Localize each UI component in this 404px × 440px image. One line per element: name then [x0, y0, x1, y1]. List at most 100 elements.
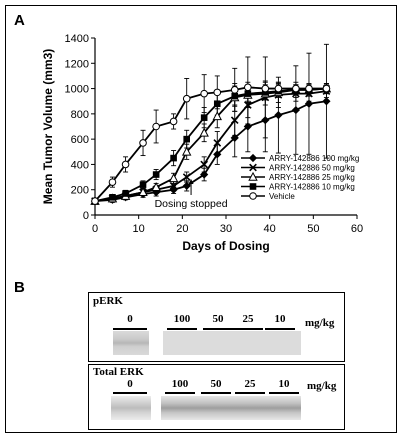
data-point-4 [292, 84, 300, 93]
total-erk-blot-image-treated [161, 396, 301, 420]
data-point-1 [243, 101, 252, 109]
chart-axes: 0 200 400 600 800 1000 1200 1400 0 10 20 30 40 50 60 Da… [41, 33, 363, 253]
data-point-4 [244, 83, 252, 92]
y-tick-label: 1000 [65, 84, 89, 96]
data-point-4 [274, 84, 283, 93]
tumor-volume-chart: 0 200 400 600 800 1000 1200 1400 0 10 20 30 40 50 60 Da… [41, 33, 363, 253]
data-point-3 [213, 100, 221, 108]
data-point-2 [138, 187, 148, 197]
data-point-4 [169, 117, 178, 126]
y-tick-label: 200 [71, 185, 89, 197]
legend-label: Vehicle [269, 192, 295, 201]
total-erk-lane-10: 10 [278, 378, 290, 390]
data-point-1 [182, 173, 191, 181]
total-erk-lane-100-bar [165, 392, 195, 394]
data-point-0 [274, 111, 283, 120]
data-point-4 [213, 88, 222, 97]
y-tick-label: 0 [83, 210, 89, 222]
legend-label: ARRY-142886 50 mg/kg [269, 164, 355, 173]
data-point-3 [109, 194, 116, 201]
perk-blot-image-control [113, 331, 149, 355]
data-point-3 [170, 154, 177, 162]
data-point-4 [91, 197, 99, 205]
data-point-0 [304, 99, 314, 108]
data-point-0 [291, 105, 300, 115]
data-point-3 [200, 114, 208, 121]
x-tick-label: 60 [351, 223, 363, 235]
x-tick-label: 20 [176, 223, 188, 235]
data-point-4 [200, 89, 208, 98]
data-point-2 [212, 111, 222, 121]
perk-lane-10: 10 [274, 313, 286, 325]
figure-frame [5, 5, 397, 433]
legend-marker [249, 163, 257, 172]
total-erk-blot-title: Total ERK [93, 366, 144, 378]
legend-marker [249, 183, 257, 190]
total-erk-lane-25-bar [235, 392, 265, 394]
perk-lane-25-bar [233, 328, 263, 330]
perk-lane-100-bar [167, 328, 197, 330]
perk-blot-box: pERK 0 100 50 25 10 mg/kg [88, 292, 345, 362]
data-point-4 [322, 84, 331, 93]
data-point-4 [230, 86, 239, 94]
series-line-0 [94, 100, 327, 202]
total-erk-lane-0: 0 [127, 378, 133, 390]
panel-b-label: B [14, 279, 25, 296]
data-point-2 [199, 127, 209, 137]
series-line-3 [94, 87, 327, 202]
perk-blot-image-treated [163, 331, 301, 355]
y-tick-label: 1200 [65, 58, 89, 70]
data-point-0 [230, 133, 239, 142]
data-point-4 [139, 139, 147, 147]
data-point-3 [244, 90, 252, 97]
x-tick-label: 0 [92, 223, 98, 235]
dosing-stopped-annotation: Dosing stopped [155, 179, 228, 210]
perk-blot-title: pERK [93, 295, 123, 307]
data-point-4 [121, 160, 130, 169]
y-axis-label: Mean Tumor Volume (mm3) [41, 49, 55, 205]
perk-lane-0: 0 [127, 313, 133, 325]
data-point-3 [183, 135, 190, 143]
data-point-4 [152, 122, 160, 131]
data-point-1 [230, 116, 239, 125]
legend-label: ARRY-142886 10 mg/kg [269, 183, 355, 192]
x-axis-label: Days of Dosing [182, 239, 269, 253]
total-erk-blot-image-control [111, 396, 151, 420]
legend-marker [249, 192, 257, 200]
perk-lane-100: 100 [173, 313, 191, 325]
data-point-4 [108, 178, 117, 186]
perk-lane-50: 50 [212, 313, 224, 325]
data-point-1 [169, 182, 178, 190]
x-tick-label: 30 [220, 223, 232, 235]
y-tick-label: 800 [71, 109, 89, 121]
data-point-0 [200, 170, 209, 179]
total-erk-unit: mg/kg [307, 380, 337, 392]
legend-label: ARRY-142886 25 mg/kg [269, 173, 355, 182]
legend-label: ARRY-142886 100 mg/kg [269, 154, 359, 163]
panel-a-label: A [14, 12, 25, 29]
perk-lane-50-bar [203, 328, 233, 330]
total-erk-lane-25: 25 [244, 378, 256, 390]
data-point-0 [261, 116, 270, 125]
x-tick-label: 10 [133, 223, 145, 235]
y-tick-label: 400 [71, 159, 89, 171]
perk-lane-25: 25 [242, 313, 254, 325]
total-erk-lane-0-bar [113, 392, 147, 394]
x-tick-label: 50 [307, 223, 319, 235]
data-point-0 [243, 122, 252, 131]
data-point-2 [168, 173, 179, 183]
data-point-0 [213, 150, 222, 159]
total-erk-lane-50: 50 [210, 378, 222, 390]
perk-lane-0-bar [113, 328, 147, 330]
data-point-1 [200, 160, 209, 169]
total-erk-lane-10-bar [269, 392, 299, 394]
data-point-3 [139, 181, 147, 188]
data-point-2 [151, 182, 161, 191]
total-erk-blot-box: Total ERK 0 100 50 25 10 mg/kg [88, 364, 345, 430]
legend-marker [248, 153, 258, 163]
data-point-3 [152, 171, 160, 178]
series-lines [94, 86, 327, 202]
legend-marker [248, 171, 258, 181]
